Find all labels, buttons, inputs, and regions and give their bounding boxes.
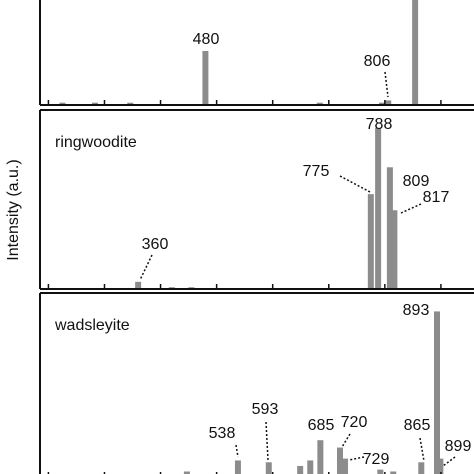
peak-label: 685 (308, 417, 335, 434)
bar (386, 167, 393, 289)
bar (391, 210, 398, 289)
bar (412, 0, 419, 105)
bar (418, 462, 425, 474)
bar (385, 100, 392, 105)
bar (316, 102, 323, 105)
bar (437, 458, 444, 474)
bar (367, 194, 374, 289)
peak-label: 806 (364, 53, 391, 70)
peak-label: 809 (403, 173, 430, 190)
peak-leader (265, 421, 269, 461)
peak-label: 899 (445, 438, 472, 455)
bar (390, 471, 397, 474)
peak-label: 720 (341, 414, 368, 431)
peak-leader (384, 71, 389, 98)
bar (297, 465, 304, 474)
peak-leader (348, 456, 365, 461)
peak-leader (400, 203, 422, 214)
bar (336, 447, 343, 474)
bar (342, 458, 349, 474)
peak-label: 360 (142, 236, 169, 253)
peak-leader (139, 254, 153, 281)
peak-label: 593 (252, 401, 279, 418)
peak-label: 865 (404, 417, 431, 434)
peak-leader (341, 433, 351, 448)
bar (202, 50, 209, 105)
y-axis-label: Intensity (a.u.) (5, 159, 22, 260)
bar (265, 462, 272, 474)
bar (59, 102, 66, 105)
bar (379, 102, 386, 105)
peak-label: 538 (209, 425, 236, 442)
peak-label: 729 (363, 451, 390, 468)
peak-label: 817 (423, 189, 450, 206)
bar (307, 460, 314, 474)
bar (135, 281, 142, 289)
panel-title: wadsleyite (54, 317, 130, 334)
peak-label: 893 (403, 302, 430, 319)
bar (91, 102, 98, 105)
bar (234, 460, 241, 474)
peak-label: 480 (193, 31, 220, 48)
bar (377, 469, 384, 474)
peak-leader (442, 456, 456, 467)
panel-title: ringwoodite (55, 134, 137, 151)
peak-leader (339, 175, 371, 193)
bar (127, 102, 134, 105)
peak-label: 775 (303, 163, 330, 180)
peak-leader (419, 437, 425, 462)
bar (433, 311, 440, 474)
peak-label: 788 (366, 116, 393, 133)
peak-leader (235, 444, 239, 458)
bar (183, 471, 190, 474)
bar (317, 440, 324, 474)
bar (375, 127, 382, 290)
